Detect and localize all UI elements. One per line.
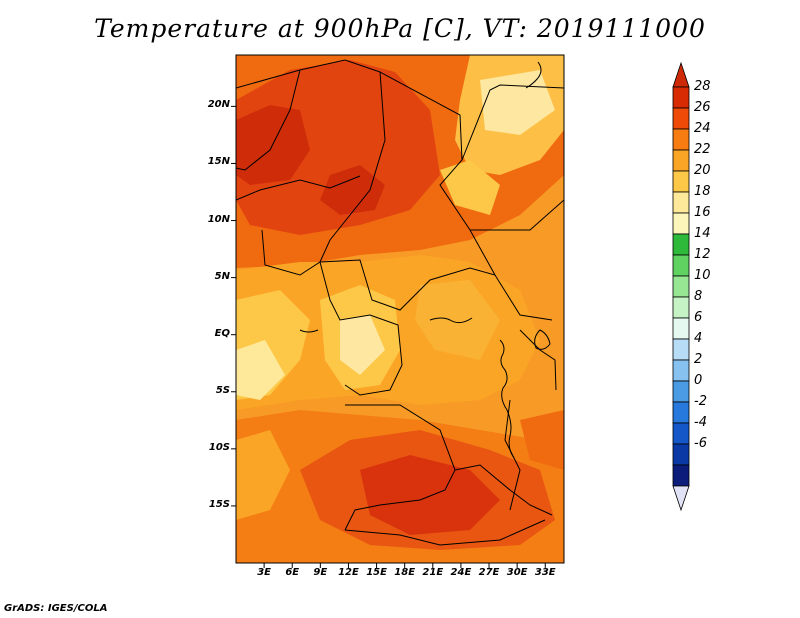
- colorbar-swatch: [672, 86, 690, 109]
- colorbar-swatch: [672, 149, 690, 172]
- colorbar-label: 28: [694, 79, 711, 94]
- colorbar-swatch: [672, 443, 690, 466]
- colorbar-label: -2: [694, 394, 707, 409]
- axis-ticks: [231, 105, 546, 568]
- colorbar-swatch: [672, 296, 690, 319]
- colorbar-swatch: [672, 317, 690, 340]
- lon-tick-label: 24E: [450, 567, 472, 578]
- lat-tick-label: 10N: [207, 213, 230, 225]
- lon-tick-label: 27E: [478, 567, 500, 578]
- temperature-field: [236, 55, 564, 563]
- colorbar-label: 20: [694, 163, 711, 178]
- lat-tick-label: EQ: [214, 327, 230, 339]
- lon-tick-label: 3E: [257, 567, 271, 578]
- lat-tick-label: 5S: [215, 384, 230, 396]
- colorbar-swatch: [672, 359, 690, 382]
- lon-tick-label: 33E: [534, 567, 556, 578]
- colorbar-label: 26: [694, 100, 711, 115]
- grads-credit: GrADS: IGES/COLA: [4, 603, 108, 614]
- colorbar-swatch: [672, 380, 690, 403]
- lon-tick-label: 9E: [313, 567, 328, 578]
- lat-tick-label: 20N: [207, 99, 230, 111]
- colorbar-label: 0: [694, 373, 703, 388]
- colorbar-label: 16: [694, 205, 711, 220]
- colorbar-swatch: [672, 191, 690, 214]
- colorbar-swatch: [672, 401, 690, 424]
- colorbar-label: 10: [694, 268, 711, 283]
- map-title: Temperature at 900hPa [C], VT: 201911100…: [94, 14, 706, 43]
- colorbar-label: 8: [694, 289, 703, 304]
- colorbar: [672, 61, 690, 512]
- lon-tick-label: 18E: [394, 567, 416, 578]
- lat-tick-label: 15N: [207, 156, 230, 168]
- colorbar-swatch: [672, 422, 690, 445]
- colorbar-swatch: [672, 128, 690, 151]
- colorbar-label: -6: [694, 436, 707, 451]
- colorbar-label: 14: [694, 226, 711, 241]
- colorbar-label: 6: [694, 310, 703, 325]
- colorbar-swatch: [672, 107, 690, 130]
- colorbar-label: -4: [694, 415, 707, 430]
- lon-tick-label: 21E: [422, 567, 444, 578]
- colorbar-label: 22: [694, 142, 711, 157]
- colorbar-swatch: [672, 464, 690, 487]
- lon-tick-label: 6E: [285, 567, 300, 578]
- colorbar-swatch: [672, 275, 690, 298]
- lon-tick-label: 12E: [338, 567, 359, 578]
- colorbar-top-arrow: [672, 61, 690, 88]
- map-frame: [235, 54, 565, 564]
- colorbar-swatch: [672, 212, 690, 235]
- colorbar-swatch: [672, 233, 690, 256]
- colorbar-swatch: [672, 170, 690, 193]
- colorbar-bottom-arrow: [672, 485, 690, 512]
- colorbar-swatch: [672, 254, 690, 277]
- colorbar-label: 4: [694, 331, 703, 346]
- colorbar-label: 18: [694, 184, 711, 199]
- colorbar-label: 2: [694, 352, 703, 367]
- lat-tick-label: 10S: [208, 441, 230, 453]
- country-borders: [236, 59, 564, 546]
- lon-tick-label: 30E: [506, 567, 528, 578]
- colorbar-label: 12: [694, 247, 711, 262]
- colorbar-swatch: [672, 338, 690, 361]
- lat-tick-label: 15S: [208, 498, 230, 510]
- lat-tick-label: 5N: [214, 270, 230, 282]
- colorbar-label: 24: [694, 121, 711, 136]
- lon-tick-label: 15E: [366, 567, 387, 578]
